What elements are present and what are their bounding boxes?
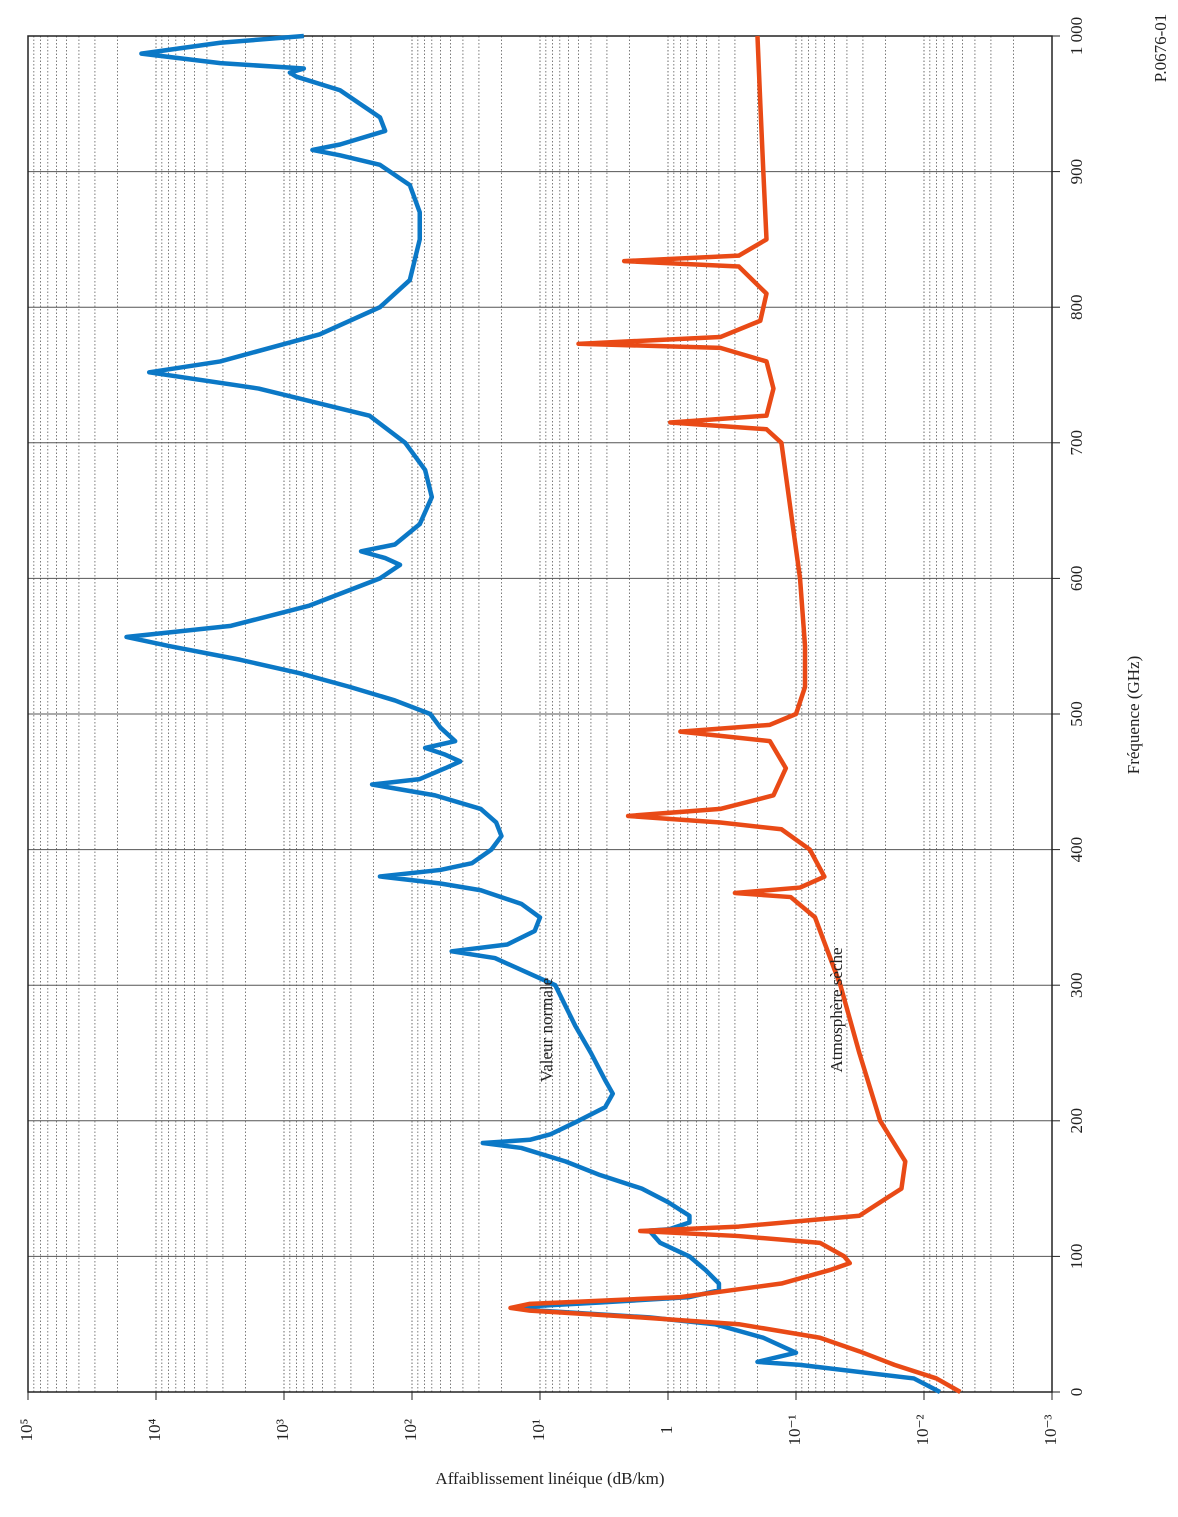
y-axis-title: Affaiblissement linéique (dB/km) [435, 1469, 664, 1488]
x-tick-label: 400 [1067, 837, 1086, 863]
y-tick-label: 10³ [273, 1419, 292, 1441]
series-line [508, 35, 962, 1394]
series-label: Atmosphère sèche [827, 947, 846, 1072]
x-tick-label: 500 [1067, 701, 1086, 727]
x-tick-label: 300 [1067, 972, 1086, 998]
y-tick-label: 10⁻² [913, 1414, 932, 1445]
series-label: Valeur normale [537, 978, 556, 1082]
y-tick-label: 10² [401, 1419, 420, 1441]
x-tick-label: 100 [1067, 1244, 1086, 1270]
y-tick-label: 10⁻¹ [785, 1414, 804, 1445]
plot-frame [27, 35, 1053, 1393]
x-tick-label: 0 [1067, 1388, 1086, 1397]
x-tick-label: 600 [1067, 566, 1086, 592]
x-axis-title: Fréquence (GHz) [1124, 656, 1143, 774]
x-tick-label: 900 [1067, 159, 1086, 185]
y-tick-label: 10⁵ [17, 1418, 36, 1441]
y-tick-label: 10⁻³ [1041, 1414, 1060, 1445]
x-tick-label: 1 000 [1067, 17, 1086, 55]
x-tick-label: 700 [1067, 430, 1086, 456]
x-tick-label: 200 [1067, 1108, 1086, 1134]
x-tick-label: 800 [1067, 294, 1086, 320]
y-tick-label: 1 [657, 1426, 676, 1435]
figure-id: P.0676-01 [1151, 14, 1170, 82]
y-tick-label: 10¹ [529, 1419, 548, 1441]
y-tick-label: 10⁴ [145, 1418, 164, 1441]
